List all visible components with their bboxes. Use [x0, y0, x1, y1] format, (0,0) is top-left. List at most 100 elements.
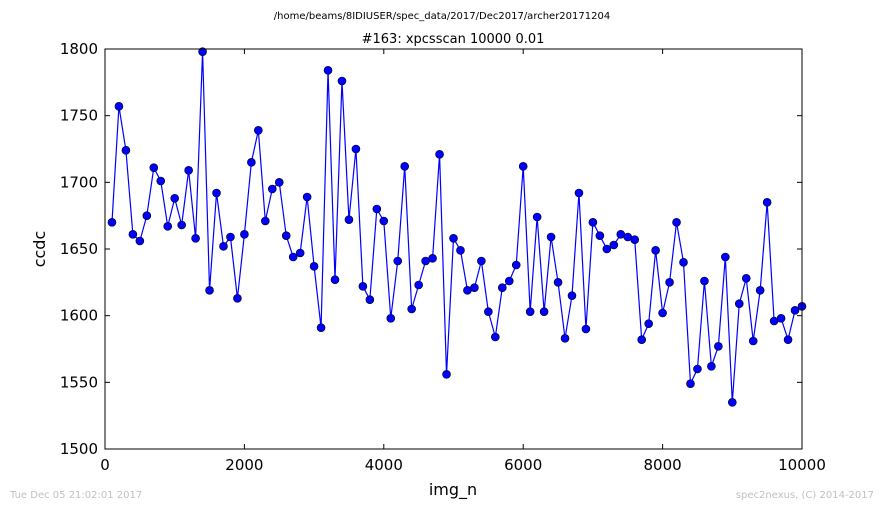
- data-point: [414, 280, 423, 290]
- data-point: [609, 240, 619, 250]
- data-point: [135, 236, 145, 246]
- data-point: [644, 319, 653, 328]
- data-point: [518, 162, 528, 171]
- data-point: [707, 362, 716, 371]
- data-point: [449, 234, 458, 243]
- data-point: [567, 291, 577, 300]
- data-point: [261, 216, 270, 226]
- data-point: [435, 150, 444, 159]
- data-point: [574, 188, 584, 198]
- data-point: [588, 218, 598, 227]
- data-point: [686, 379, 695, 388]
- y-tick-label: 1750: [60, 107, 98, 125]
- data-point: [302, 192, 312, 202]
- data-point: [491, 332, 500, 342]
- y-axis-label: ccdc: [30, 231, 49, 268]
- data-point: [748, 336, 758, 346]
- data-point: [358, 282, 368, 291]
- data-point: [386, 314, 396, 323]
- data-point: [693, 364, 702, 374]
- data-point: [630, 235, 640, 244]
- x-tick-label: 4000: [365, 456, 403, 474]
- data-point: [233, 294, 242, 303]
- data-point: [511, 260, 521, 270]
- x-axis-label: img_n: [429, 480, 477, 500]
- data-point: [309, 262, 319, 271]
- data-point: [477, 256, 486, 266]
- data-point: [212, 188, 221, 198]
- data-point: [267, 184, 277, 194]
- data-point: [525, 307, 535, 316]
- x-tick-label: 10000: [778, 456, 826, 474]
- data-point: [219, 242, 228, 251]
- data-point: [546, 232, 556, 242]
- data-point: [156, 176, 166, 186]
- data-point: [679, 258, 688, 267]
- data-point: [470, 283, 479, 292]
- data-point: [114, 102, 124, 111]
- data-point: [365, 295, 375, 304]
- data-point: [602, 244, 612, 254]
- data-point: [721, 252, 730, 262]
- data-point: [205, 286, 214, 295]
- file-path: /home/beams/8IDIUSER/spec_data/2017/Dec2…: [274, 11, 610, 22]
- data-point: [776, 314, 786, 323]
- data-point: [560, 334, 570, 343]
- data-point: [553, 278, 563, 287]
- data-point: [581, 324, 591, 334]
- data-point: [734, 299, 744, 308]
- data-point: [163, 222, 173, 231]
- y-tick-label: 1550: [60, 373, 98, 391]
- data-point: [288, 252, 298, 262]
- data-point: [128, 230, 138, 239]
- data-point: [658, 308, 667, 318]
- data-point: [149, 163, 159, 172]
- data-point: [637, 335, 646, 344]
- plot-frame: [104, 48, 803, 450]
- data-point: [407, 304, 416, 314]
- data-point: [323, 66, 333, 75]
- data-point: [372, 204, 382, 214]
- data-point: [177, 220, 186, 230]
- x-tick-label: 2000: [225, 456, 263, 474]
- data-point: [539, 307, 549, 316]
- chart-title: #163: xpcsscan 10000 0.01: [362, 32, 545, 47]
- data-point: [595, 231, 605, 240]
- data-point: [400, 162, 410, 171]
- data-point: [497, 283, 507, 292]
- y-tick-label: 1800: [60, 40, 98, 58]
- y-tick-label: 1650: [60, 240, 98, 258]
- data-point: [170, 194, 179, 203]
- data-point: [316, 323, 326, 332]
- data-point: [672, 218, 681, 227]
- data-point: [532, 212, 542, 222]
- plot-area: [107, 47, 807, 407]
- data-point: [762, 198, 772, 207]
- data-point: [700, 276, 709, 286]
- data-point: [714, 342, 723, 351]
- footer-credit: spec2nexus, (C) 2014-2017: [736, 490, 874, 501]
- data-point: [191, 234, 200, 243]
- data-point: [783, 335, 793, 344]
- data-point: [456, 246, 465, 255]
- data-point: [344, 215, 354, 224]
- data-point: [790, 306, 800, 315]
- data-point: [755, 286, 765, 295]
- data-point: [337, 76, 347, 86]
- data-point: [379, 216, 389, 226]
- data-point: [393, 256, 403, 266]
- series-line: [111, 51, 803, 403]
- data-point: [727, 398, 737, 407]
- data-point: [442, 370, 451, 379]
- data-point: [741, 274, 751, 283]
- x-tick-label: 6000: [504, 456, 542, 474]
- data-point: [330, 275, 340, 284]
- data-point: [484, 307, 493, 316]
- x-tick-label: 8000: [644, 456, 682, 474]
- data-point: [428, 254, 437, 263]
- data-point: [274, 178, 284, 187]
- data-point: [254, 126, 263, 135]
- footer-timestamp: Tue Dec 05 21:02:01 2017: [9, 490, 142, 501]
- y-tick-label: 1500: [60, 440, 98, 458]
- data-point: [665, 278, 674, 287]
